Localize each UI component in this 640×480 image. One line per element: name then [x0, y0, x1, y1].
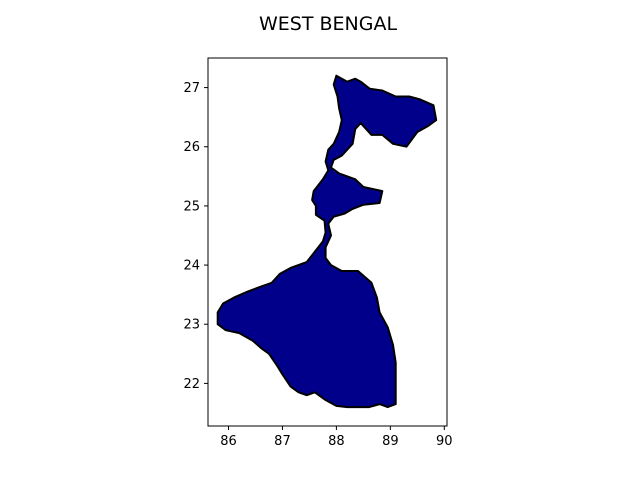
x-tick-label: 90	[436, 434, 453, 449]
y-tick-label: 25	[183, 199, 200, 214]
y-tick-label: 27	[183, 81, 200, 96]
y-tick-label: 26	[183, 140, 200, 155]
x-tick-label: 89	[382, 434, 399, 449]
x-axis: 86 87 88 89 90	[220, 426, 453, 449]
y-tick-label: 23	[183, 318, 200, 333]
x-tick-label: 87	[274, 434, 291, 449]
region-west-bengal	[216, 74, 438, 409]
y-tick-label: 22	[183, 377, 200, 392]
region-layer	[216, 74, 438, 409]
map-title: WEST BENGAL	[259, 13, 397, 35]
y-tick-label: 24	[183, 259, 200, 274]
x-tick-label: 88	[328, 434, 345, 449]
x-tick-label: 86	[220, 434, 237, 449]
y-axis: 22 23 24 25 26 27	[183, 81, 208, 392]
